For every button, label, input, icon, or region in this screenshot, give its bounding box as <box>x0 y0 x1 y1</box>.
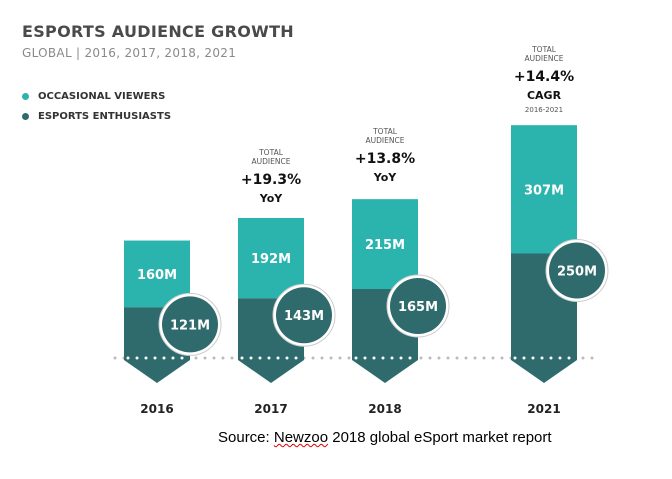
legend-label: ESPORTS ENTHUSIASTS <box>38 111 172 122</box>
annotation-2018-line: AUDIENCE <box>366 136 405 145</box>
legend-swatch-icon <box>22 113 29 120</box>
label-occasional-viewers-2021: 307M <box>524 183 564 198</box>
annotation-2018-line: YoY <box>373 171 398 184</box>
annotation-2017-line: YoY <box>259 192 284 205</box>
legend-swatch-icon <box>22 93 29 100</box>
label-esports-enthusiasts-2017: 143M <box>284 309 324 324</box>
annotation-2021-line: +14.4% <box>514 69 574 85</box>
annotation-2021-line: CAGR <box>527 89 562 102</box>
x-tick-label-2016: 2016 <box>140 402 173 416</box>
annotation-2021-line: AUDIENCE <box>525 54 564 63</box>
circle-badge-2016 <box>162 296 218 353</box>
annotation-2017-line: TOTAL <box>258 148 284 157</box>
annotation-2021-line: TOTAL <box>531 45 557 54</box>
x-tick-label-2017: 2017 <box>254 402 287 416</box>
source-brand: Newzoo <box>273 429 329 446</box>
chart-subtitle: GLOBAL | 2016, 2017, 2018, 2021 <box>22 46 237 60</box>
legend-item-occasional-viewers: OCCASIONAL VIEWERS <box>22 91 165 102</box>
label-esports-enthusiasts-2016: 121M <box>170 318 210 333</box>
x-tick-label-2021: 2021 <box>527 402 560 416</box>
legend-item-esports-enthusiasts: ESPORTS ENTHUSIASTS <box>22 111 171 122</box>
annotation-2017-line: +19.3% <box>241 172 301 188</box>
source-suffix: 2018 global eSport market report <box>328 429 552 446</box>
annotation-2021-line: 2016-2021 <box>525 106 563 114</box>
bar-occasional-viewers-2021 <box>511 125 577 254</box>
annotation-2018-line: TOTAL <box>372 127 398 136</box>
source-prefix: Source: <box>218 429 274 446</box>
source-note: Source: Newzoo 2018 global eSport market… <box>218 429 552 446</box>
label-occasional-viewers-2016: 160M <box>137 268 177 283</box>
label-occasional-viewers-2017: 192M <box>251 252 291 267</box>
x-tick-label-2018: 2018 <box>368 402 401 416</box>
annotation-2017-line: AUDIENCE <box>252 157 291 166</box>
bar-occasional-viewers-2018 <box>352 199 418 290</box>
legend-label: OCCASIONAL VIEWERS <box>38 91 166 102</box>
label-esports-enthusiasts-2018: 165M <box>398 300 438 315</box>
circle-badge-2021 <box>549 242 605 299</box>
circle-badge-2017 <box>276 287 332 344</box>
circle-badge-2018 <box>390 278 446 335</box>
annotation-2018-line: +13.8% <box>355 151 415 167</box>
bar-occasional-viewers-2017 <box>238 217 304 299</box>
label-occasional-viewers-2018: 215M <box>365 238 405 253</box>
chart-title: ESPORTS AUDIENCE GROWTH <box>22 22 294 41</box>
label-esports-enthusiasts-2021: 250M <box>557 265 597 280</box>
